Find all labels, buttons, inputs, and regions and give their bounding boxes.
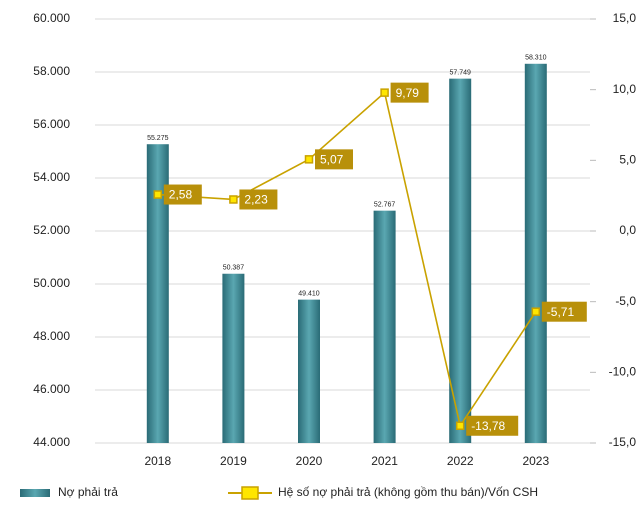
line-marker (380, 88, 389, 97)
y-tick-label: 46.000 (33, 382, 70, 396)
y-tick-label: 52.000 (33, 223, 70, 237)
y2-tick-label: 0,0 (619, 223, 636, 237)
y-tick-label: 50.000 (33, 276, 70, 290)
x-tick-label: 2018 (144, 454, 171, 468)
y2-tick-label: -5,0 (615, 294, 636, 308)
y2-tick-label: -15,0 (609, 435, 637, 449)
x-tick-label: 2021 (371, 454, 398, 468)
y-tick-label: 44.000 (33, 435, 70, 449)
line-marker (304, 155, 314, 164)
y2-tick-label: 15,0 (613, 11, 637, 25)
bar (524, 63, 547, 443)
y-tick-label: 54.000 (33, 170, 70, 184)
bar-value-label: 57.749 (449, 69, 471, 76)
y-tick-label: 60.000 (33, 11, 70, 25)
bar (146, 144, 169, 443)
x-tick-label: 2023 (522, 454, 549, 468)
line-marker (531, 307, 541, 316)
y2-tick-label: 5,0 (619, 153, 636, 167)
line-marker (229, 195, 238, 204)
line-label-box (541, 301, 587, 322)
line-label-box (163, 184, 202, 205)
bar (222, 273, 245, 443)
bar-value-label: 58.310 (525, 55, 547, 62)
line-marker (455, 421, 465, 431)
line-value-label: 5,07 (320, 153, 344, 167)
bar-value-label: 49.410 (298, 290, 320, 297)
line-label-box (466, 415, 519, 436)
bar (373, 210, 396, 443)
y-tick-label: 56.000 (33, 117, 70, 131)
x-tick-label: 2022 (447, 454, 474, 468)
bar-value-label: 50.387 (223, 265, 245, 272)
y2-tick-label: -10,0 (609, 365, 637, 379)
legend-marker (241, 486, 259, 500)
bar-value-label: 52.767 (374, 202, 396, 209)
line-value-label: -5,71 (547, 305, 575, 319)
line-value-label: 2,58 (169, 188, 193, 202)
y-tick-label: 58.000 (33, 64, 70, 78)
line-value-label: 9,79 (396, 86, 420, 100)
bar (298, 299, 320, 443)
line-value-label: -13,78 (471, 419, 505, 433)
legend-swatch (20, 489, 50, 497)
line-label-box (239, 189, 278, 210)
line (157, 91, 537, 428)
legend-label: Hệ số nợ phải trả (không gồm thu bán)/Vố… (278, 485, 538, 499)
line-label-box (315, 149, 353, 170)
line-marker (153, 190, 163, 199)
y-tick-label: 48.000 (33, 329, 70, 343)
bar-value-label: 55.275 (147, 135, 169, 142)
x-tick-label: 2019 (220, 454, 247, 468)
line-value-label: 2,23 (244, 193, 268, 207)
line-label-box (390, 82, 429, 103)
y2-tick-label: 10,0 (613, 82, 637, 96)
bar (449, 78, 472, 444)
legend-label: Nợ phải trả (58, 485, 118, 499)
x-tick-label: 2020 (296, 454, 323, 468)
